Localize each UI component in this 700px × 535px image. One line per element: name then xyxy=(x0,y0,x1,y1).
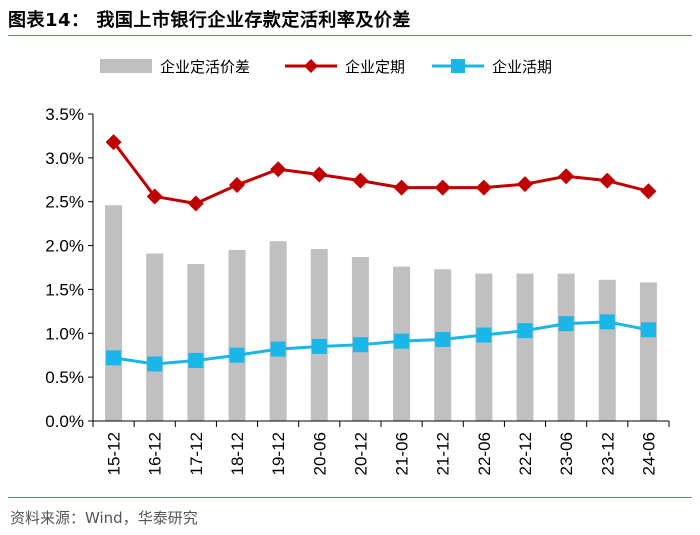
demand-rate-point xyxy=(352,337,368,353)
fixed-rate-point xyxy=(434,179,451,196)
fixed-rate-point xyxy=(270,161,287,178)
fixed-rate-point xyxy=(475,179,492,196)
demand-rate-point xyxy=(476,327,492,343)
x-tick-label: 20-12 xyxy=(351,432,370,475)
demand-rate-point xyxy=(517,323,533,339)
source-divider xyxy=(8,497,692,498)
figure-title: 图表14： 我国上市银行企业存款定活利率及价差 xyxy=(8,10,411,31)
bar-spread xyxy=(105,205,123,421)
x-tick-label: 23-06 xyxy=(557,432,576,475)
x-tick-label: 19-12 xyxy=(269,432,288,475)
y-tick-label: 2.5% xyxy=(45,193,84,212)
legend-label-spread: 企业定活价差 xyxy=(160,58,250,76)
title-divider xyxy=(8,35,692,36)
source-note: 资料来源：Wind，华泰研究 xyxy=(10,509,198,527)
bar-spread xyxy=(475,273,493,421)
bar-spread xyxy=(146,253,164,421)
y-tick-label: 3.5% xyxy=(45,105,84,124)
x-tick-label: 15-12 xyxy=(105,432,124,475)
legend-swatch-spread xyxy=(100,59,152,73)
fixed-rate-line xyxy=(112,141,649,205)
x-tick-label: 22-06 xyxy=(475,432,494,475)
x-tick-label: 17-12 xyxy=(187,432,206,475)
fixed-rate-point xyxy=(229,177,245,194)
x-tick-label: 23-12 xyxy=(598,432,617,475)
x-tick-label: 21-06 xyxy=(393,432,412,475)
fixed-rate-point xyxy=(393,179,410,196)
bar-spread xyxy=(557,273,575,421)
y-tick-label: 0.0% xyxy=(45,412,84,431)
bar-spread xyxy=(269,241,287,421)
demand-rate-point xyxy=(106,350,122,366)
bar-spread xyxy=(228,249,246,421)
demand-rate-point xyxy=(558,316,574,332)
bar-spread xyxy=(598,279,616,421)
fixed-rate-point xyxy=(517,176,533,193)
demand-rate-point xyxy=(435,331,451,347)
fixed-rate-point xyxy=(146,188,163,205)
fixed-rate-point xyxy=(599,172,616,189)
x-tick-label: 20-06 xyxy=(310,432,329,475)
demand-rate-point xyxy=(188,352,204,368)
fixed-rate-point xyxy=(105,134,122,151)
legend-marker-fixed xyxy=(304,59,318,73)
plot-area: 3.5% 3.0% 2.5% 2.0% 1.5% 1.0% 0.5% 0.0% 15-12 16-… xyxy=(45,105,670,475)
fixed-rate-point xyxy=(311,166,328,183)
y-tick-label: 3.0% xyxy=(45,149,84,168)
x-tick-label: 18-12 xyxy=(228,432,247,475)
legend-label-fixed: 企业定期 xyxy=(345,58,405,76)
legend-label-demand: 企业活期 xyxy=(492,58,552,76)
demand-rate-point xyxy=(229,347,245,363)
demand-rate-point xyxy=(270,341,286,357)
x-tick-label: 24-06 xyxy=(639,432,658,475)
bar-spread xyxy=(639,282,657,421)
y-tick-label: 2.0% xyxy=(45,237,84,256)
x-tick-label: 16-12 xyxy=(146,432,165,475)
x-tick-label: 22-12 xyxy=(516,432,535,475)
demand-rate-point xyxy=(394,333,410,349)
fixed-rate-point xyxy=(352,172,369,189)
fixed-rate-point xyxy=(187,195,204,212)
fixed-rate-point xyxy=(558,168,575,185)
y-tick-label: 0.5% xyxy=(45,368,84,387)
bar-spread xyxy=(187,263,205,421)
demand-rate-point xyxy=(147,356,163,372)
y-tick-label: 1.0% xyxy=(45,324,84,343)
x-tick-label: 21-12 xyxy=(434,432,453,475)
legend: 企业定活价差 企业定期 企业活期 xyxy=(100,58,552,76)
demand-rate-point xyxy=(599,314,615,330)
legend-marker-demand xyxy=(451,59,465,73)
bar-spread xyxy=(310,249,328,421)
bar-spread xyxy=(516,273,534,421)
fixed-rate-point xyxy=(640,183,657,200)
demand-rate-point xyxy=(311,338,327,354)
demand-rate-point xyxy=(640,322,656,338)
y-tick-label: 1.5% xyxy=(45,280,84,299)
